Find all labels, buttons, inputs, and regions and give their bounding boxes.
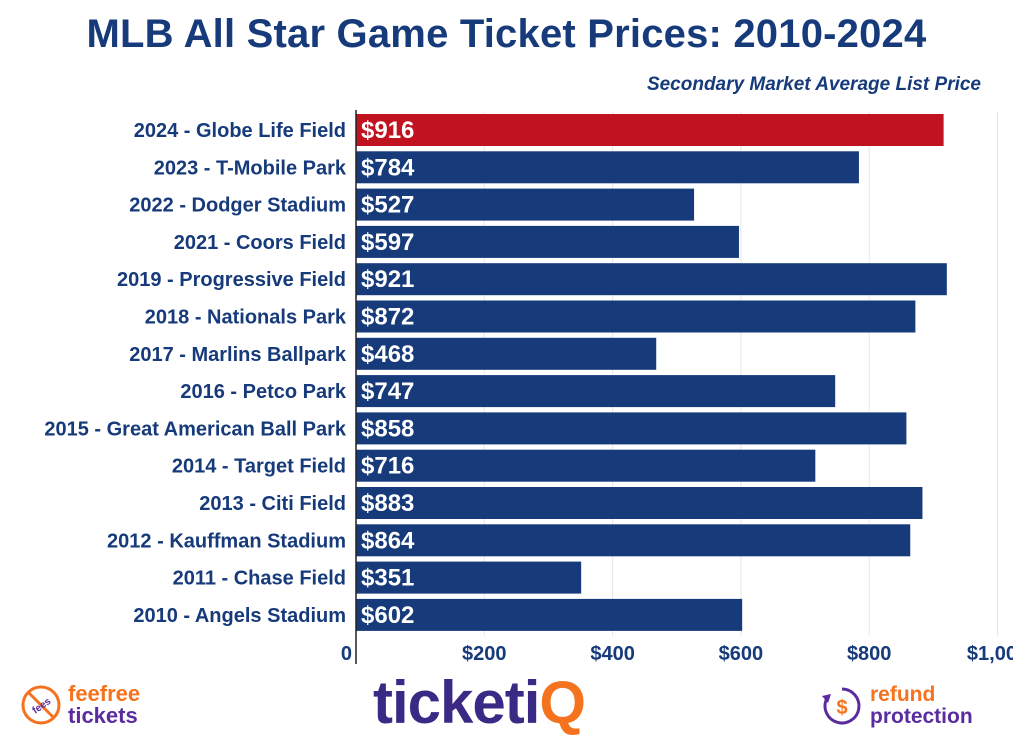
data-label: $858 <box>361 415 414 442</box>
category-label: 2024 - Globe Life Field <box>134 120 346 142</box>
no-fees-icon: fees <box>21 685 61 725</box>
category-label: 2021 - Coors Field <box>174 232 346 254</box>
category-label: 2011 - Chase Field <box>173 568 346 590</box>
bar <box>356 598 743 631</box>
data-label: $716 <box>361 453 414 480</box>
refund-dollar-icon: $ <box>822 687 861 725</box>
chart-title: MLB All Star Game Ticket Prices: 2010-20… <box>86 12 927 56</box>
data-label: $864 <box>361 527 415 554</box>
refund-dollar-icon-text: $ <box>836 697 847 719</box>
category-label: 2019 - Progressive Field <box>117 269 346 291</box>
bar <box>356 114 944 146</box>
x-tick-label: $600 <box>719 643 764 665</box>
data-label: $916 <box>361 117 414 144</box>
x-tick-label: $200 <box>462 643 507 665</box>
bar-chart: 2024 - Globe Life Field $916 2023 - T-Mobi… <box>44 110 1013 665</box>
bar <box>356 337 657 370</box>
data-label: $784 <box>361 154 415 181</box>
category-label: 2018 - Nationals Park <box>145 307 347 329</box>
data-label: $468 <box>361 341 414 368</box>
category-label: 2022 - Dodger Stadium <box>129 195 346 217</box>
tickets-label: tickets <box>68 703 138 728</box>
category-label: 2014 - Target Field <box>172 456 346 478</box>
category-label: 2017 - Marlins Ballpark <box>129 344 347 366</box>
data-label: $872 <box>361 304 414 331</box>
data-label: $921 <box>361 266 414 293</box>
data-label: $747 <box>361 378 414 405</box>
feefree-tickets-logo: fees feefree tickets <box>20 683 140 727</box>
refund-label: refund <box>870 683 936 706</box>
x-tick-label: 0 <box>341 643 352 665</box>
protection-label: protection <box>870 705 973 728</box>
x-tick-label: $1,000 <box>967 643 1013 665</box>
bar <box>356 375 836 408</box>
ticketiq-logo-main: ticketi <box>373 669 540 736</box>
category-label: 2016 - Petco Park <box>180 381 347 403</box>
bar <box>356 225 739 258</box>
data-label: $883 <box>361 490 414 517</box>
feefree-label: feefree <box>68 681 141 706</box>
bar <box>356 561 582 594</box>
bar <box>356 151 859 184</box>
bar <box>356 188 695 221</box>
data-label: $602 <box>361 602 414 629</box>
data-label: $351 <box>361 565 414 592</box>
category-label: 2012 - Kauffman Stadium <box>107 530 346 552</box>
refund-protection-logo: $ refund protection <box>820 684 973 728</box>
ticketiq-logo-q: Q <box>539 669 586 736</box>
category-label: 2015 - Great American Ball Park <box>44 418 347 440</box>
bar <box>356 449 816 482</box>
data-label: $597 <box>361 229 414 256</box>
category-label: 2023 - T-Mobile Park <box>154 157 347 179</box>
bar <box>356 263 947 296</box>
bar <box>356 524 911 557</box>
category-label: 2010 - Angels Stadium <box>133 605 346 627</box>
x-tick-label: $800 <box>847 643 892 665</box>
ticketiq-logo: ticketi Q <box>373 668 586 737</box>
category-label: 2013 - Citi Field <box>199 493 346 515</box>
x-tick-label: $400 <box>590 643 635 665</box>
chart-subtitle: Secondary Market Average List Price <box>646 74 981 95</box>
bar <box>356 300 916 333</box>
bar <box>356 487 923 519</box>
bar <box>356 412 907 445</box>
data-label: $527 <box>361 192 414 219</box>
